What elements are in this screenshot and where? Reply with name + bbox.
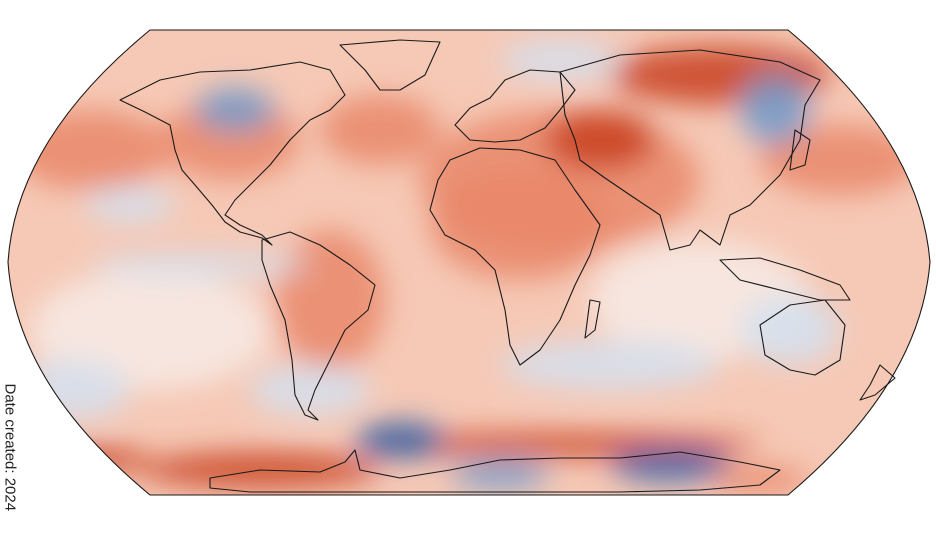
anomaly-africa-warm bbox=[430, 170, 610, 280]
anomaly-australia-cool bbox=[740, 295, 840, 365]
anomaly-east-asia-cool bbox=[740, 75, 810, 145]
anomaly-antarctic-warm-far-west bbox=[10, 446, 150, 474]
coast-antarctica bbox=[209, 449, 781, 493]
anomaly-south-indian-cool bbox=[500, 340, 720, 390]
coast-asia bbox=[559, 49, 821, 251]
anomaly-west-pacific-warm bbox=[760, 125, 920, 195]
anomaly-hudson-cool bbox=[195, 88, 275, 132]
coast-europe bbox=[454, 69, 576, 143]
coastlines bbox=[119, 39, 896, 493]
anomaly-east-antarctica-cool bbox=[610, 449, 730, 481]
coast-madagascar bbox=[584, 299, 601, 339]
anomaly-east-pacific-cool bbox=[85, 187, 175, 223]
world-map bbox=[7, 29, 931, 496]
anomaly-south-pacific-warm bbox=[30, 270, 270, 390]
anomaly-middle-east-warm bbox=[545, 110, 655, 170]
coast-japan bbox=[789, 129, 811, 171]
date-created-label: Date created: 2024 bbox=[1, 383, 19, 512]
coast-north-america bbox=[119, 61, 346, 246]
anomaly-north-atlantic-warm bbox=[320, 95, 440, 165]
anomaly-field bbox=[8, 30, 930, 495]
coast-southeast-asia-islands bbox=[719, 257, 851, 301]
map-outline bbox=[7, 29, 931, 496]
anomaly-tropical-pacific-cool bbox=[90, 253, 310, 277]
coast-south-america bbox=[261, 231, 376, 421]
coast-greenland bbox=[339, 39, 441, 91]
anomaly-north-pacific-warm bbox=[10, 110, 170, 190]
anomaly-south-america-warm bbox=[275, 230, 385, 370]
anomaly-weddell-cool bbox=[355, 422, 445, 458]
anomaly-antarctica-cool bbox=[450, 461, 550, 489]
anomaly-south-atlantic-cool bbox=[250, 365, 370, 415]
coast-australia bbox=[759, 299, 846, 376]
temperature-anomaly-map bbox=[7, 29, 931, 496]
anomaly-far-south-pacific-cool bbox=[10, 360, 130, 420]
coast-africa bbox=[429, 147, 601, 366]
